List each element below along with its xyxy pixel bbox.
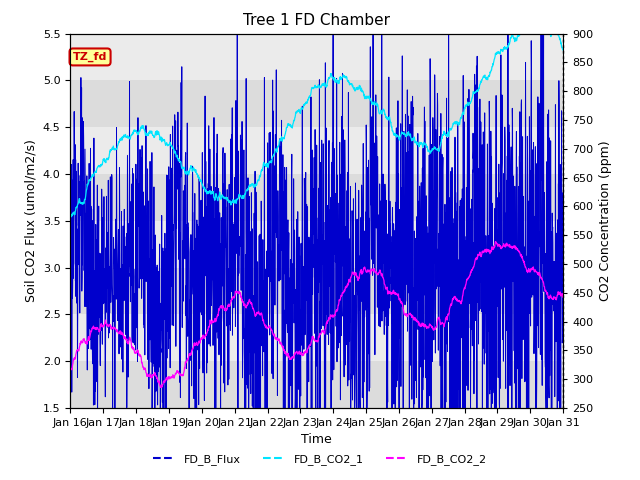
Bar xyxy=(70,361,563,408)
Bar xyxy=(70,174,563,221)
Text: TZ_fd: TZ_fd xyxy=(73,52,108,62)
Bar xyxy=(70,34,563,80)
Bar xyxy=(70,267,563,314)
Bar xyxy=(70,314,563,361)
Bar xyxy=(70,127,563,174)
X-axis label: Time: Time xyxy=(301,433,332,446)
Title: Tree 1 FD Chamber: Tree 1 FD Chamber xyxy=(243,13,390,28)
Legend: FD_B_Flux, FD_B_CO2_1, FD_B_CO2_2: FD_B_Flux, FD_B_CO2_1, FD_B_CO2_2 xyxy=(148,450,492,469)
Bar xyxy=(70,80,563,127)
Y-axis label: Soil CO2 Flux (umol/m2/s): Soil CO2 Flux (umol/m2/s) xyxy=(24,139,37,302)
Bar xyxy=(70,221,563,267)
Y-axis label: CO2 Concentration (ppm): CO2 Concentration (ppm) xyxy=(599,141,612,301)
